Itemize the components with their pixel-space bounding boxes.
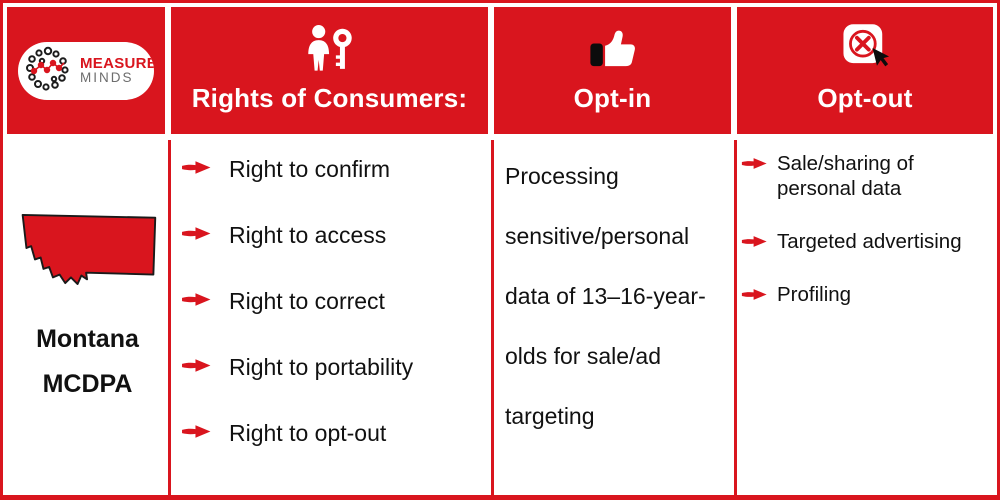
arrow-bullet-icon [181,357,212,379]
header-opt-out: Opt-out [737,7,993,140]
state-name: Montana [36,325,139,353]
list-item: Right to opt-out [181,420,491,447]
column-title-opt-in: Opt-in [573,83,652,113]
logo-name-bottom: MINDS [80,70,134,86]
arrow-bullet-icon [181,159,212,181]
right-item-label: Right to opt-out [229,420,387,446]
dismiss-click-icon [837,21,893,75]
arrow-bullet-icon [741,234,768,254]
arrow-bullet-icon [181,291,212,313]
column-title-opt-out: Opt-out [817,83,913,113]
logo-wordmark: MEASURE® MINDS [80,54,154,86]
right-item-label: Right to correct [229,288,385,314]
montana-state-map [16,208,160,295]
opt-out-item-label: Sale/sharing of personal data [777,152,914,200]
logo-name-top: MEASURE [80,54,154,72]
logo-header-cell: MEASURE® MINDS [7,7,171,140]
arrow-bullet-icon [181,423,212,445]
right-item-label: Right to confirm [229,156,391,182]
state-cell: Montana MCDPA [7,140,171,495]
list-item: Right to portability [181,354,491,381]
list-item: Sale/sharing of personal data [741,151,993,201]
table-grid: MEASURE® MINDS Rights of Consumers: [7,7,993,495]
opt-in-cell: Processing sensitive/personal data of 13… [494,140,737,495]
arrow-bullet-icon [181,225,212,247]
measure-minds-logo: MEASURE® MINDS [18,41,154,100]
list-item: Targeted advertising [741,229,993,254]
thumbs-up-icon [587,21,639,75]
globe-dots-icon [18,42,78,100]
opt-out-item-label: Profiling [777,283,852,306]
opt-out-item-label: Targeted advertising [777,230,962,253]
opt-out-list-cell: Sale/sharing of personal data Targeted a… [737,140,993,495]
list-item: Profiling [741,282,993,307]
list-item: Right to confirm [181,156,491,183]
list-item: Right to correct [181,288,491,315]
right-item-label: Right to access [229,222,387,248]
cursor-arrow [872,48,890,67]
header-opt-in: Opt-in [494,7,737,140]
header-rights-of-consumers: Rights of Consumers: [171,7,494,140]
list-item: Right to access [181,222,491,249]
right-item-label: Right to portability [229,354,414,380]
arrow-bullet-icon [741,287,768,307]
opt-in-description: Processing sensitive/personal data of 13… [505,163,706,429]
state-law-abbreviation: MCDPA [42,370,133,398]
column-title-rights: Rights of Consumers: [191,83,468,113]
arrow-bullet-icon [741,156,768,176]
rights-list-cell: Right to confirm Right to access Right t… [171,140,494,495]
person-with-key-icon [304,21,356,75]
